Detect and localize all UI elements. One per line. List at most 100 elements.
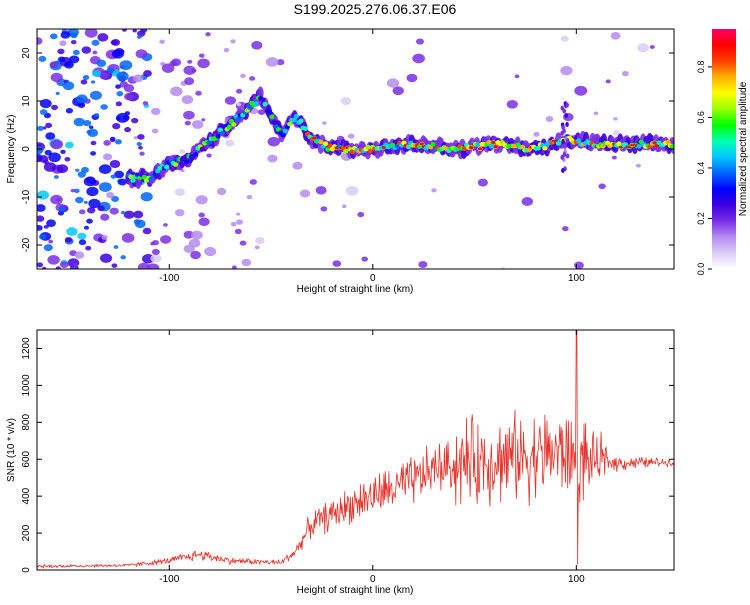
noise-blob (514, 74, 520, 79)
y-tick-label: 1000 (21, 374, 32, 397)
ridge-cell (322, 141, 329, 147)
noise-blob (169, 60, 178, 67)
noise-blob (170, 86, 183, 97)
noise-blob (82, 75, 90, 80)
ridge-cell (318, 139, 324, 145)
noise-blob (37, 145, 44, 155)
noise-blob (111, 49, 124, 59)
noise-blob (267, 136, 281, 147)
noise-blob (73, 117, 85, 127)
ridge-cell (215, 134, 221, 139)
noise-blob (116, 91, 124, 97)
noise-blob (116, 112, 130, 123)
noise-blob (38, 155, 49, 163)
noise-blob (66, 227, 78, 236)
noise-blob (560, 130, 564, 136)
noise-blob (246, 194, 253, 200)
ridge-cell (231, 122, 237, 127)
ridge-cell (291, 117, 297, 123)
ridge-cell (260, 97, 266, 102)
noise-blob (78, 239, 87, 246)
snr-y-label: SNR (10 * v/v) (6, 418, 17, 482)
noise-blob (139, 151, 145, 156)
noise-blob (113, 245, 119, 249)
ridge-cell (269, 114, 275, 120)
noise-blob (43, 244, 53, 252)
noise-blob (276, 59, 285, 66)
noise-blob (85, 245, 92, 251)
snr-x-label: Height of straight line (km) (297, 585, 414, 596)
ridge-cell (128, 174, 134, 179)
noise-blob (198, 212, 205, 218)
noise-blob (37, 125, 44, 131)
ridge-cell (148, 176, 154, 182)
noise-blob (565, 153, 570, 159)
noise-blob (332, 260, 342, 267)
x-tick-label: -100 (159, 574, 179, 585)
noise-blob (90, 151, 97, 156)
ridge-cell (262, 101, 268, 107)
noise-blob (163, 223, 168, 227)
noise-blob (110, 138, 116, 143)
noise-blob (574, 85, 588, 96)
noise-blob (195, 195, 208, 205)
noise-blob (70, 265, 78, 269)
noise-blob (562, 226, 569, 232)
noise-blob (106, 67, 115, 74)
noise-blob (37, 215, 45, 222)
noise-blob (70, 188, 76, 193)
noise-blob (89, 90, 102, 101)
noise-blob (64, 236, 73, 243)
noise-blob (257, 109, 266, 116)
noise-blob (236, 102, 242, 107)
noise-blob (223, 47, 230, 53)
noise-blob (58, 206, 66, 212)
colorbar-ticks: 0.0 0.2 0.4 0.6 0.8 (696, 61, 712, 275)
noise-blob (69, 55, 80, 64)
noise-blob (254, 245, 260, 250)
noise-blob (134, 219, 146, 229)
x-tick-label: 0 (370, 273, 376, 284)
noise-blob (37, 262, 44, 268)
noise-blob (159, 39, 166, 44)
noise-blob (133, 136, 138, 140)
noise-blob (361, 256, 369, 262)
ridge-cell (542, 145, 548, 151)
ridge-cell (325, 147, 331, 152)
noise-blob (87, 207, 96, 214)
noise-blob (74, 251, 85, 259)
noise-blob (637, 43, 649, 53)
noise-blob (87, 128, 99, 138)
ridge-peak (654, 144, 660, 148)
noise-blob (201, 118, 206, 122)
noise-blob (224, 96, 237, 105)
y-tick-label: -20 (21, 237, 32, 252)
ridge-cell (430, 141, 436, 147)
noise-blob (48, 239, 54, 244)
noise-blob (70, 39, 77, 45)
noise-blob (116, 71, 129, 81)
figure-title: S199.2025.276.06.37.E06 (294, 1, 457, 17)
noise-blob (86, 218, 93, 224)
noise-blob (184, 120, 191, 126)
noise-blob (112, 122, 121, 130)
noise-blob (103, 140, 111, 146)
ridge-cell (535, 145, 541, 151)
noise-blob (92, 50, 98, 55)
noise-blob (183, 65, 196, 75)
ridge-cell (152, 172, 159, 177)
ridge-cell (199, 146, 206, 152)
noise-blob (197, 58, 210, 69)
noise-blob (119, 60, 133, 71)
ridge-cell (226, 124, 232, 130)
ridge-cell (164, 164, 170, 170)
ridge-cell (475, 142, 481, 147)
x-tick-label: 100 (568, 574, 585, 585)
noise-blob (98, 182, 112, 192)
noise-blob (65, 141, 74, 149)
ridge-cell (253, 101, 259, 106)
noise-blob (347, 133, 355, 139)
noise-blob (123, 92, 134, 101)
ridge-cell (367, 148, 373, 154)
